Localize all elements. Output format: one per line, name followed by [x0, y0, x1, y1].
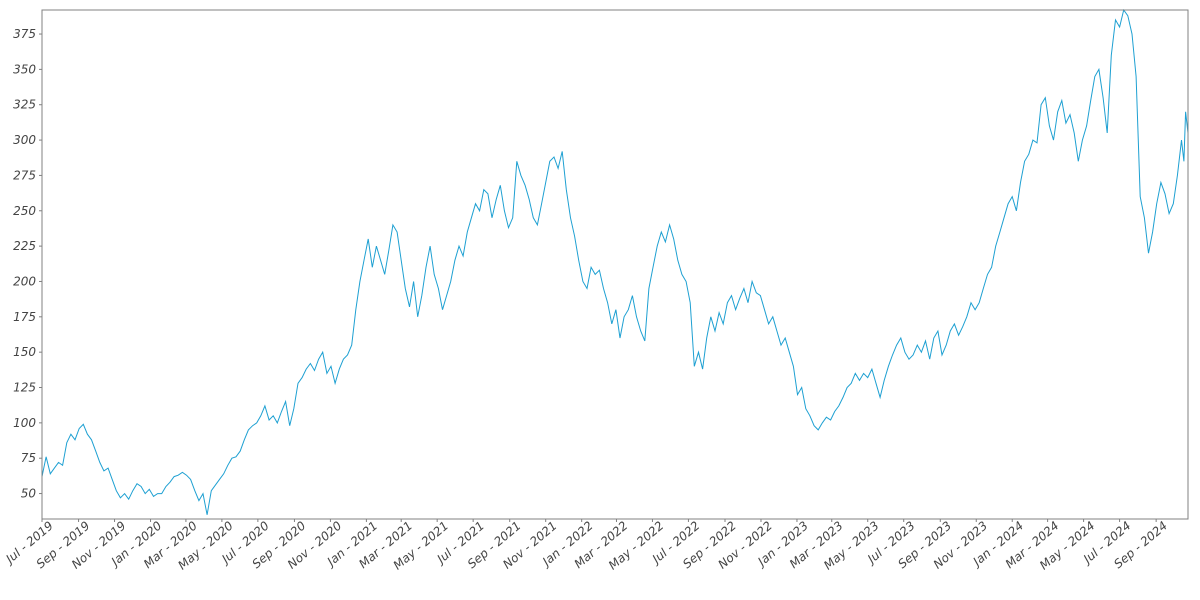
y-tick-label: 250 [13, 204, 36, 218]
plot-frame [41, 9, 1189, 520]
y-tick-label: 300 [13, 133, 36, 147]
y-axis: 50 75 100 125 150 175 200 225 250 275 300 325 350 375 [13, 27, 42, 501]
series-line [41, 8, 1189, 515]
y-tick-label: 375 [13, 27, 36, 41]
y-tick-label: 50 [21, 487, 37, 501]
y-tick-label: 150 [13, 345, 36, 359]
y-tick-label: 275 [13, 168, 36, 182]
plot-area [41, 8, 1189, 515]
y-tick-label: 125 [13, 381, 36, 395]
y-tick-label: 175 [13, 310, 36, 324]
y-tick-label: 75 [21, 451, 36, 465]
y-tick-label: 200 [13, 274, 36, 288]
y-tick-label: 225 [13, 239, 36, 253]
y-tick-label: 325 [13, 98, 36, 112]
y-tick-label: 100 [13, 416, 36, 430]
y-tick-label: 350 [13, 62, 36, 76]
